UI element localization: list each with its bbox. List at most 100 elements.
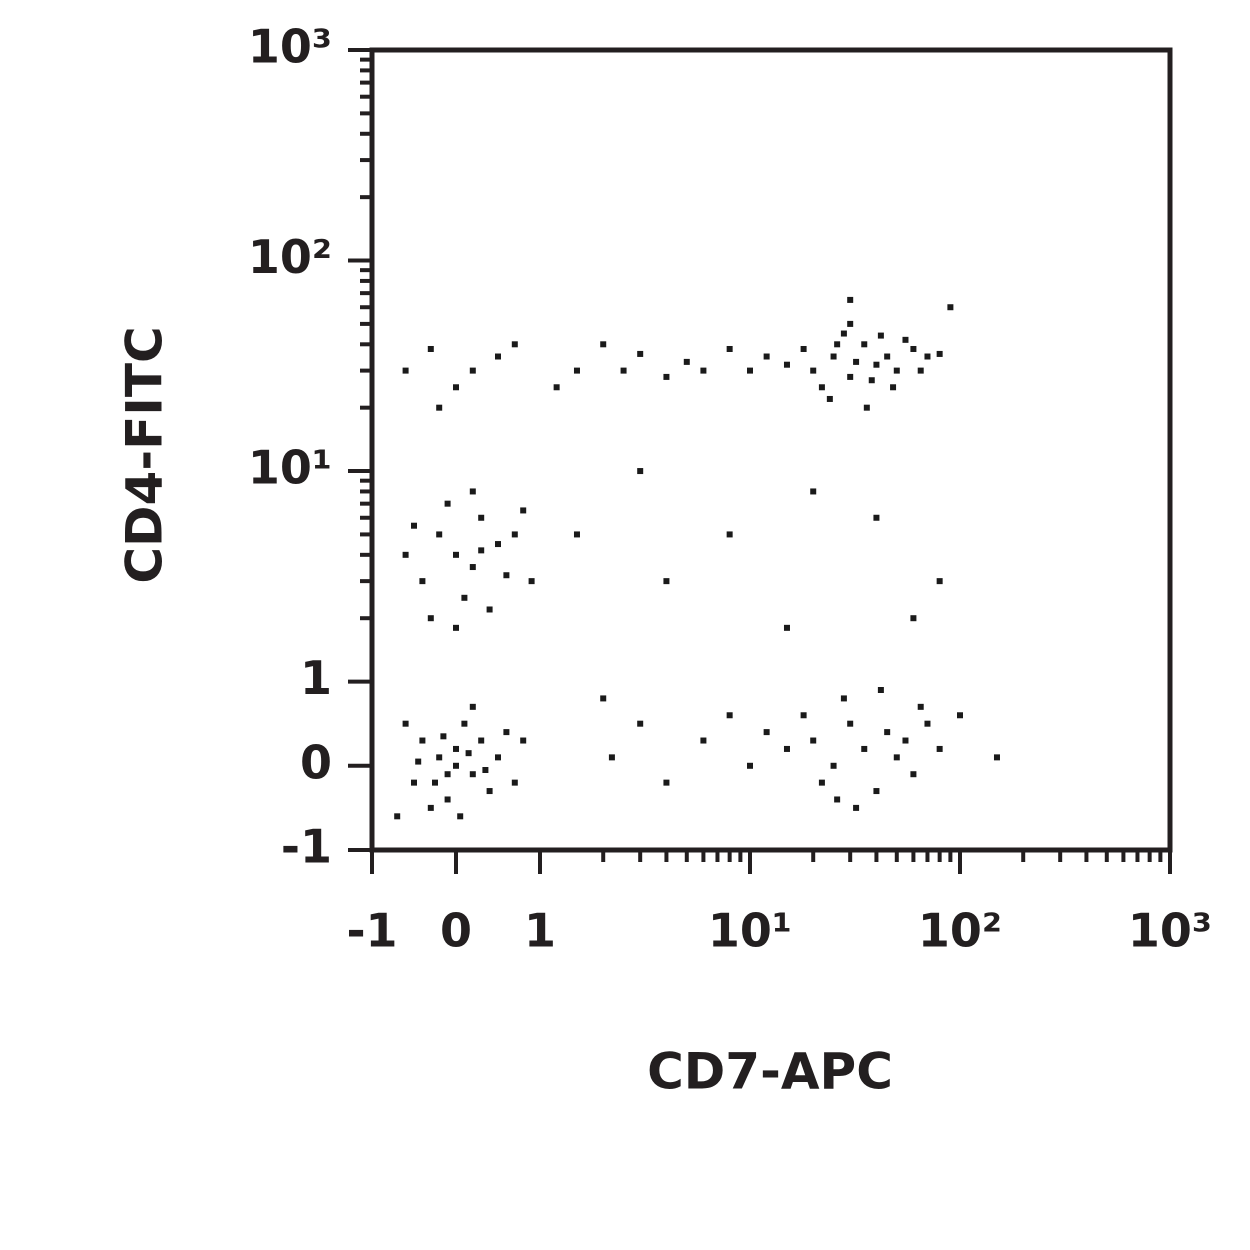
- cell-event: [411, 779, 417, 786]
- y-axis-label: CD4-FITC: [116, 326, 174, 583]
- cell-event: [877, 332, 884, 339]
- cell-event: [411, 522, 417, 529]
- cell-event: [847, 296, 854, 303]
- cell-event: [444, 796, 451, 803]
- cell-event: [783, 745, 790, 752]
- cell-event: [461, 594, 468, 601]
- cell-event: [600, 341, 607, 348]
- cell-event: [453, 551, 459, 558]
- cell-event: [415, 758, 422, 765]
- cell-event: [947, 304, 954, 311]
- cell-event: [419, 737, 426, 744]
- cell-event: [877, 687, 884, 693]
- cell-event: [419, 578, 426, 585]
- cell-event: [436, 531, 443, 538]
- cell-event: [726, 712, 733, 719]
- cell-event: [683, 358, 690, 365]
- cell-event: [528, 578, 535, 585]
- cell-event: [830, 353, 837, 360]
- cell-event: [453, 762, 459, 769]
- x-tick-label: 0: [440, 904, 472, 958]
- cell-event: [453, 624, 459, 631]
- cell-event: [810, 367, 817, 374]
- cell-event: [637, 350, 644, 357]
- cell-event: [834, 341, 841, 348]
- cell-event: [853, 358, 860, 365]
- cell-event: [478, 514, 485, 521]
- cell-event: [402, 720, 409, 727]
- cell-event: [917, 703, 924, 710]
- cell-event: [495, 754, 501, 761]
- cell-event: [427, 615, 434, 622]
- cell-event: [810, 737, 817, 744]
- cell-event: [402, 551, 409, 558]
- x-tick-label: -1: [346, 904, 397, 958]
- cell-event: [436, 404, 443, 411]
- cell-event: [469, 367, 476, 374]
- cell-event: [893, 367, 900, 374]
- cell-event: [573, 531, 580, 538]
- cell-event: [810, 488, 817, 495]
- x-tick-label: 10¹: [708, 904, 792, 958]
- cell-event: [453, 384, 459, 391]
- cell-event: [861, 341, 868, 348]
- cell-event: [700, 737, 707, 744]
- cell-event: [469, 564, 476, 571]
- cell-event: [924, 720, 931, 727]
- y-tick-label: -1: [281, 820, 332, 874]
- y-tick-label: 10³: [248, 20, 332, 74]
- cell-event: [495, 353, 501, 360]
- cell-event: [726, 345, 733, 352]
- cell-event: [910, 345, 917, 352]
- plot-frame: [369, 47, 1173, 853]
- cell-event: [436, 754, 443, 761]
- cell-event: [863, 404, 870, 411]
- cell-event: [917, 367, 924, 374]
- cell-event: [830, 762, 837, 769]
- cell-event: [620, 367, 627, 374]
- cell-event: [847, 320, 854, 327]
- cell-event: [936, 578, 943, 585]
- cell-event: [440, 733, 447, 740]
- cell-event: [511, 341, 518, 348]
- cell-event: [478, 547, 485, 554]
- y-tick-label: 1: [300, 651, 332, 705]
- cell-event: [840, 695, 847, 702]
- cell-event: [482, 767, 489, 773]
- cell-event: [726, 531, 733, 538]
- cell-event: [573, 367, 580, 374]
- cell-event: [818, 384, 825, 391]
- cell-event: [394, 813, 401, 820]
- cell-event: [469, 771, 476, 778]
- cell-event: [747, 367, 753, 374]
- cell-event: [486, 788, 493, 795]
- cell-event: [834, 796, 841, 803]
- cell-event: [444, 771, 451, 778]
- cell-event: [783, 361, 790, 368]
- x-tick-label: 10³: [1128, 904, 1212, 958]
- cell-event: [453, 745, 459, 752]
- cell-event: [847, 373, 854, 380]
- y-tick-label: 0: [300, 735, 332, 789]
- cell-event: [957, 712, 963, 719]
- cell-event: [637, 720, 644, 727]
- cell-event: [763, 353, 770, 360]
- cell-event: [902, 737, 909, 744]
- cell-event: [873, 361, 880, 368]
- cell-event: [910, 615, 917, 622]
- cell-event: [868, 377, 875, 384]
- cell-event: [457, 813, 464, 820]
- cell-event: [902, 336, 909, 343]
- cell-event: [873, 788, 880, 795]
- cell-event: [427, 804, 434, 811]
- cell-event: [847, 720, 854, 727]
- cell-event: [427, 345, 434, 352]
- x-tick-label: 1: [524, 904, 556, 958]
- cell-event: [444, 500, 451, 507]
- cell-event: [495, 541, 501, 548]
- cell-event: [637, 468, 644, 475]
- cell-event: [432, 779, 438, 786]
- cell-event: [700, 367, 707, 374]
- cell-event: [763, 729, 770, 736]
